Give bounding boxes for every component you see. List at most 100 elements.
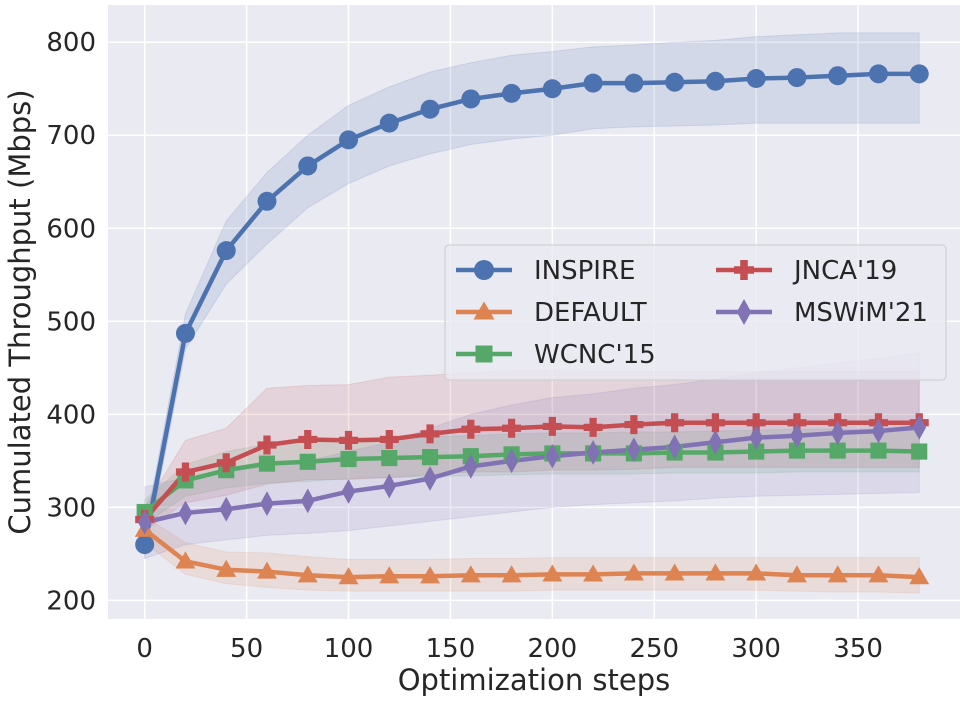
jnca-19-point: [257, 435, 277, 455]
x-tick-label: 200: [528, 634, 578, 664]
x-tick-label: 250: [629, 634, 679, 664]
wcnc-15-point: [340, 450, 357, 468]
legend-label-default: DEFAULT: [534, 298, 647, 328]
jnca-19-point: [502, 418, 522, 438]
inspire-point: [787, 68, 807, 88]
default-point: [379, 566, 400, 584]
mswim-21-point: [137, 509, 152, 535]
jnca-19-band: [144, 370, 920, 532]
jnca-19-point: [298, 429, 318, 449]
default-point: [827, 565, 848, 583]
default-point: [216, 559, 237, 577]
y-axis-title: Cumulated Throughput (Mbps): [3, 89, 37, 534]
y-tick-label: 500: [46, 307, 96, 337]
default-point: [786, 565, 807, 583]
wcnc-15-point: [381, 449, 398, 467]
default-point: [909, 567, 930, 585]
mswim-21-point: [260, 491, 274, 516]
default-point: [746, 563, 767, 581]
wcnc-15-point: [258, 455, 276, 472]
x-tick-label: 0: [136, 634, 153, 664]
mswim-21-point: [545, 443, 560, 469]
inspire-point: [420, 99, 440, 119]
inspire-point: [175, 323, 195, 343]
legend-label-wcnc-15: WCNC'15: [534, 340, 656, 370]
series-markers: [134, 64, 930, 585]
inspire-point: [257, 191, 277, 211]
wcnc-15-point: [911, 443, 928, 460]
x-tick-label: 100: [324, 634, 374, 664]
mswim-21-point: [586, 440, 600, 465]
jnca-19-point: [787, 413, 807, 433]
legend: INSPIRE JNCA'19 DEFAULT MSWiM'21 WCNC'15: [444, 244, 947, 381]
inspire-point: [828, 66, 848, 86]
wcnc-15-point: [870, 442, 887, 459]
mswim-21-point: [871, 418, 886, 444]
default-point: [664, 563, 685, 581]
wcnc-15-point: [788, 442, 806, 459]
default-point: [623, 563, 644, 581]
legend-label-jnca-19: JNCA'19: [792, 256, 897, 286]
mswim-21-point: [912, 415, 927, 440]
jnca-19-point: [216, 453, 236, 473]
mswim-21-point: [300, 488, 315, 514]
legend-marker-default: [473, 301, 495, 320]
inspire-point: [216, 241, 236, 261]
default-point: [501, 565, 522, 583]
mswim-21-line: [144, 425, 920, 525]
wcnc-15-point: [421, 449, 439, 466]
jnca-19-point: [379, 429, 399, 449]
inspire-point: [909, 64, 929, 84]
wcnc-15-point: [299, 453, 316, 470]
x-axis-title: Optimization steps: [398, 663, 671, 697]
default-point: [542, 564, 563, 582]
inspire-point: [705, 71, 725, 91]
default-point: [420, 566, 441, 584]
default-line: [143, 527, 920, 580]
legend-marker-inspire: [474, 260, 494, 280]
y-tick-label: 700: [46, 121, 96, 151]
mswim-21-point: [790, 423, 804, 449]
y-tick-label: 400: [46, 400, 96, 430]
inspire-point: [379, 113, 399, 133]
default-point: [257, 561, 277, 579]
x-tick-label: 300: [731, 634, 781, 664]
inspire-point: [583, 73, 603, 93]
inspire-point: [298, 156, 318, 176]
mswim-21-point: [341, 479, 356, 504]
mswim-21-point: [219, 496, 234, 522]
grid-lines: [108, 5, 960, 619]
default-point: [583, 564, 604, 582]
mswim-21-point: [830, 420, 845, 446]
mswim-21-point: [749, 425, 764, 450]
inspire-point: [746, 68, 766, 88]
inspire-point: [624, 73, 644, 93]
default-point: [705, 563, 726, 581]
default-point: [175, 551, 196, 569]
mswim-21-point: [667, 434, 682, 460]
jnca-19-point: [705, 413, 725, 433]
jnca-19-point: [665, 413, 685, 433]
default-point: [297, 565, 318, 583]
default-point: [868, 565, 889, 583]
inspire-point: [868, 64, 888, 84]
wcnc-15-point: [748, 443, 765, 460]
y-tick-label: 600: [46, 214, 96, 244]
mswim-21-point: [382, 473, 397, 499]
jnca-19-point: [746, 413, 766, 433]
jnca-19-point: [542, 416, 562, 436]
legend-marker-mswim-21: [736, 299, 752, 325]
inspire-point: [502, 83, 522, 103]
jnca-19-point: [420, 424, 440, 444]
wcnc-15-point: [829, 442, 846, 459]
default-point: [460, 565, 481, 583]
jnca-19-point: [461, 419, 481, 439]
inspire-point: [542, 79, 562, 99]
y-tick-label: 200: [46, 586, 96, 616]
inspire-point: [461, 89, 481, 109]
jnca-19-point: [624, 415, 644, 435]
mswim-21-point: [463, 454, 478, 479]
inspire-band: [144, 32, 920, 559]
legend-label-mswim-21: MSWiM'21: [794, 298, 928, 328]
legend-marker-wcnc-15: [475, 345, 493, 363]
